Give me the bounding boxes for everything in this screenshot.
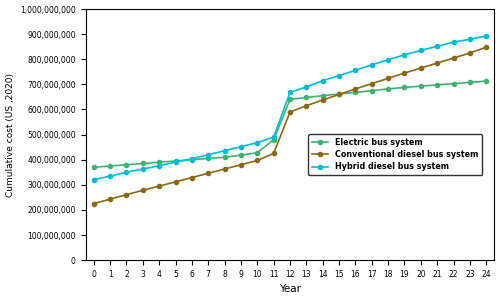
Hybrid diesel bus system: [450, 40, 456, 44]
Hybrid diesel bus system: [467, 38, 473, 41]
Hybrid diesel bus system: [352, 68, 358, 72]
Hybrid diesel bus system: [369, 63, 375, 67]
Hybrid diesel bus system: [385, 58, 391, 61]
Conventional diesel bus system: [467, 51, 473, 55]
Electric bus system: [385, 87, 391, 91]
Electric bus system: [270, 138, 276, 141]
Conventional diesel bus system: [270, 152, 276, 155]
Y-axis label: Cumulative cost (US ,2020): Cumulative cost (US ,2020): [6, 73, 15, 196]
Electric bus system: [336, 92, 342, 96]
Electric bus system: [418, 84, 424, 88]
Conventional diesel bus system: [107, 197, 113, 201]
X-axis label: Year: Year: [279, 284, 301, 294]
Conventional diesel bus system: [287, 110, 293, 114]
Conventional diesel bus system: [124, 193, 130, 196]
Conventional diesel bus system: [140, 189, 146, 192]
Hybrid diesel bus system: [140, 167, 146, 171]
Hybrid diesel bus system: [205, 153, 211, 157]
Electric bus system: [369, 89, 375, 92]
Electric bus system: [238, 153, 244, 157]
Conventional diesel bus system: [484, 45, 490, 49]
Conventional diesel bus system: [369, 82, 375, 85]
Conventional diesel bus system: [238, 163, 244, 166]
Electric bus system: [434, 83, 440, 87]
Hybrid diesel bus system: [107, 174, 113, 178]
Conventional diesel bus system: [254, 159, 260, 162]
Hybrid diesel bus system: [270, 135, 276, 139]
Electric bus system: [320, 94, 326, 98]
Conventional diesel bus system: [91, 202, 97, 206]
Hybrid diesel bus system: [402, 53, 407, 57]
Electric bus system: [254, 151, 260, 154]
Electric bus system: [156, 160, 162, 164]
Electric bus system: [222, 155, 228, 159]
Electric bus system: [352, 91, 358, 94]
Conventional diesel bus system: [450, 56, 456, 60]
Electric bus system: [450, 82, 456, 85]
Conventional diesel bus system: [434, 61, 440, 65]
Conventional diesel bus system: [172, 180, 178, 184]
Electric bus system: [124, 163, 130, 166]
Electric bus system: [287, 98, 293, 101]
Electric bus system: [402, 85, 407, 89]
Conventional diesel bus system: [222, 167, 228, 171]
Hybrid diesel bus system: [254, 141, 260, 144]
Line: Conventional diesel bus system: Conventional diesel bus system: [92, 45, 488, 206]
Hybrid diesel bus system: [418, 49, 424, 52]
Conventional diesel bus system: [320, 98, 326, 102]
Hybrid diesel bus system: [336, 74, 342, 77]
Hybrid diesel bus system: [156, 164, 162, 167]
Hybrid diesel bus system: [124, 170, 130, 174]
Hybrid diesel bus system: [222, 149, 228, 152]
Electric bus system: [91, 166, 97, 169]
Electric bus system: [205, 157, 211, 160]
Electric bus system: [189, 158, 195, 161]
Conventional diesel bus system: [418, 66, 424, 70]
Hybrid diesel bus system: [484, 34, 490, 38]
Hybrid diesel bus system: [91, 178, 97, 181]
Conventional diesel bus system: [385, 76, 391, 80]
Legend: Electric bus system, Conventional diesel bus system, Hybrid diesel bus system: Electric bus system, Conventional diesel…: [308, 134, 482, 176]
Conventional diesel bus system: [352, 87, 358, 91]
Conventional diesel bus system: [189, 176, 195, 179]
Conventional diesel bus system: [205, 172, 211, 175]
Hybrid diesel bus system: [189, 157, 195, 160]
Conventional diesel bus system: [304, 104, 310, 107]
Electric bus system: [172, 159, 178, 163]
Electric bus system: [484, 79, 490, 83]
Electric bus system: [304, 96, 310, 99]
Hybrid diesel bus system: [320, 79, 326, 83]
Conventional diesel bus system: [336, 93, 342, 96]
Electric bus system: [467, 81, 473, 84]
Conventional diesel bus system: [156, 184, 162, 188]
Line: Electric bus system: Electric bus system: [92, 79, 488, 169]
Line: Hybrid diesel bus system: Hybrid diesel bus system: [92, 34, 488, 182]
Electric bus system: [107, 164, 113, 168]
Electric bus system: [140, 162, 146, 165]
Conventional diesel bus system: [402, 71, 407, 75]
Hybrid diesel bus system: [434, 44, 440, 48]
Hybrid diesel bus system: [172, 160, 178, 164]
Hybrid diesel bus system: [287, 91, 293, 94]
Hybrid diesel bus system: [238, 145, 244, 148]
Hybrid diesel bus system: [304, 85, 310, 89]
